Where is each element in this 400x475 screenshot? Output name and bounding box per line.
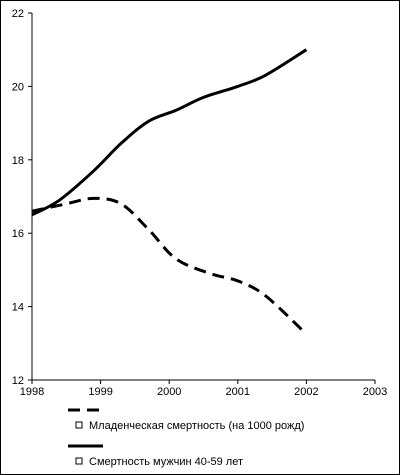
x-tick-label: 1999 [88,386,112,398]
legend-label: Смертность мужчин 40-59 лет [89,456,243,468]
y-tick-label: 16 [12,228,24,240]
legend-marker-box [75,457,83,465]
axes [31,13,375,381]
legend: Младенческая смертность (на 1000 рожд) См… [68,408,304,468]
x-tick-label: 1998 [20,386,44,398]
x-tick-label: 2001 [226,386,250,398]
y-tick-label: 22 [12,8,24,20]
y-ticks: 12 14 16 18 20 22 [12,8,32,387]
y-tick-label: 20 [12,81,24,93]
y-tick-label: 18 [12,155,24,167]
legend-marker-box [75,421,83,429]
x-ticks: 1998 1999 2000 2001 2002 2003 [20,380,387,398]
series-male-mortality-line [31,48,308,217]
x-tick-label: 2003 [363,386,387,398]
x-tick-label: 2002 [294,386,318,398]
series-lines [31,48,308,336]
y-tick-label: 14 [12,302,24,314]
legend-label: Младенческая смертность (на 1000 рожд) [89,420,304,432]
x-tick-label: 2000 [157,386,181,398]
series-infant-mortality-line [31,196,308,336]
y-tick-label: 12 [12,375,24,387]
